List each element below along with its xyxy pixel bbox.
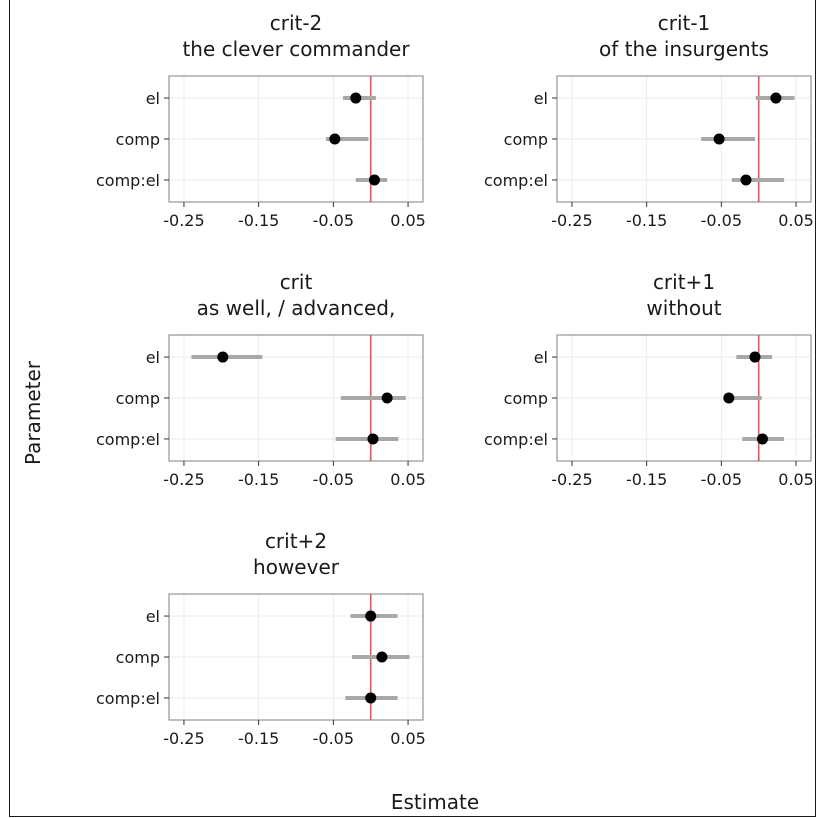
panel-title-line1: crit-1 [658, 11, 711, 35]
x-axis-title: Estimate [391, 790, 479, 814]
panel-title-line1: crit-2 [270, 11, 323, 35]
point-comp [381, 392, 393, 404]
y-tick-label: el [534, 348, 548, 367]
x-tick-label: -0.15 [238, 470, 279, 489]
y-tick-label: el [146, 607, 160, 626]
x-tick-label: 0.05 [390, 470, 426, 489]
panel-title-line1: crit [280, 270, 313, 294]
y-tick-label: el [146, 348, 160, 367]
x-tick-label: -0.15 [626, 211, 667, 230]
y-tick-label: comp [116, 130, 160, 149]
point-comp [376, 651, 388, 663]
y-tick-label: el [534, 89, 548, 108]
x-tick-label: -0.25 [163, 729, 204, 748]
x-tick-label: -0.15 [626, 470, 667, 489]
point-el [749, 351, 761, 363]
panel-title-line2: of the insurgents [599, 37, 769, 61]
y-tick-label: comp [504, 389, 548, 408]
x-tick-label: -0.25 [551, 211, 592, 230]
x-tick-label: -0.05 [313, 470, 354, 489]
panel-title-line2: as well, / advanced, [197, 296, 396, 320]
panel-title-line2: without [646, 296, 721, 320]
point-comp-el [368, 174, 380, 186]
x-tick-label: 0.05 [390, 729, 426, 748]
y-tick-label: el [146, 89, 160, 108]
x-tick-label: -0.15 [238, 211, 279, 230]
y-tick-label: comp [116, 389, 160, 408]
x-tick-label: -0.05 [701, 470, 742, 489]
y-tick-label: comp:el [96, 171, 160, 190]
point-comp [723, 392, 735, 404]
point-comp-el [740, 174, 752, 186]
point-el [770, 92, 782, 104]
y-tick-label: comp:el [96, 430, 160, 449]
panel-title-line1: crit+2 [265, 529, 327, 553]
figure-frame [9, 0, 816, 817]
x-tick-label: -0.25 [163, 470, 204, 489]
x-tick-label: -0.25 [551, 470, 592, 489]
point-el [217, 351, 229, 363]
point-comp [713, 133, 725, 145]
x-tick-label: -0.25 [163, 211, 204, 230]
point-el [365, 610, 377, 622]
y-tick-label: comp [116, 648, 160, 667]
point-comp-el [365, 692, 377, 704]
y-tick-label: comp:el [484, 171, 548, 190]
x-tick-label: 0.05 [390, 211, 426, 230]
point-el [350, 92, 362, 104]
x-tick-label: 0.05 [778, 470, 814, 489]
panel-title-line2: however [253, 555, 340, 579]
y-tick-label: comp:el [484, 430, 548, 449]
x-tick-label: -0.05 [701, 211, 742, 230]
x-tick-label: 0.05 [778, 211, 814, 230]
x-tick-label: -0.05 [313, 729, 354, 748]
point-comp-el [367, 433, 379, 445]
y-tick-label: comp:el [96, 689, 160, 708]
facet-panel-2: crit-1of the insurgents el comp comp:el -0.2… [484, 11, 814, 230]
y-axis-title: Parameter [21, 360, 45, 465]
x-tick-label: -0.15 [238, 729, 279, 748]
y-tick-label: comp [504, 130, 548, 149]
point-comp [329, 133, 341, 145]
panel-title-line1: crit+1 [653, 270, 715, 294]
point-comp-el [756, 433, 768, 445]
panel-title-line2: the clever commander [182, 37, 410, 61]
x-tick-label: -0.05 [313, 211, 354, 230]
